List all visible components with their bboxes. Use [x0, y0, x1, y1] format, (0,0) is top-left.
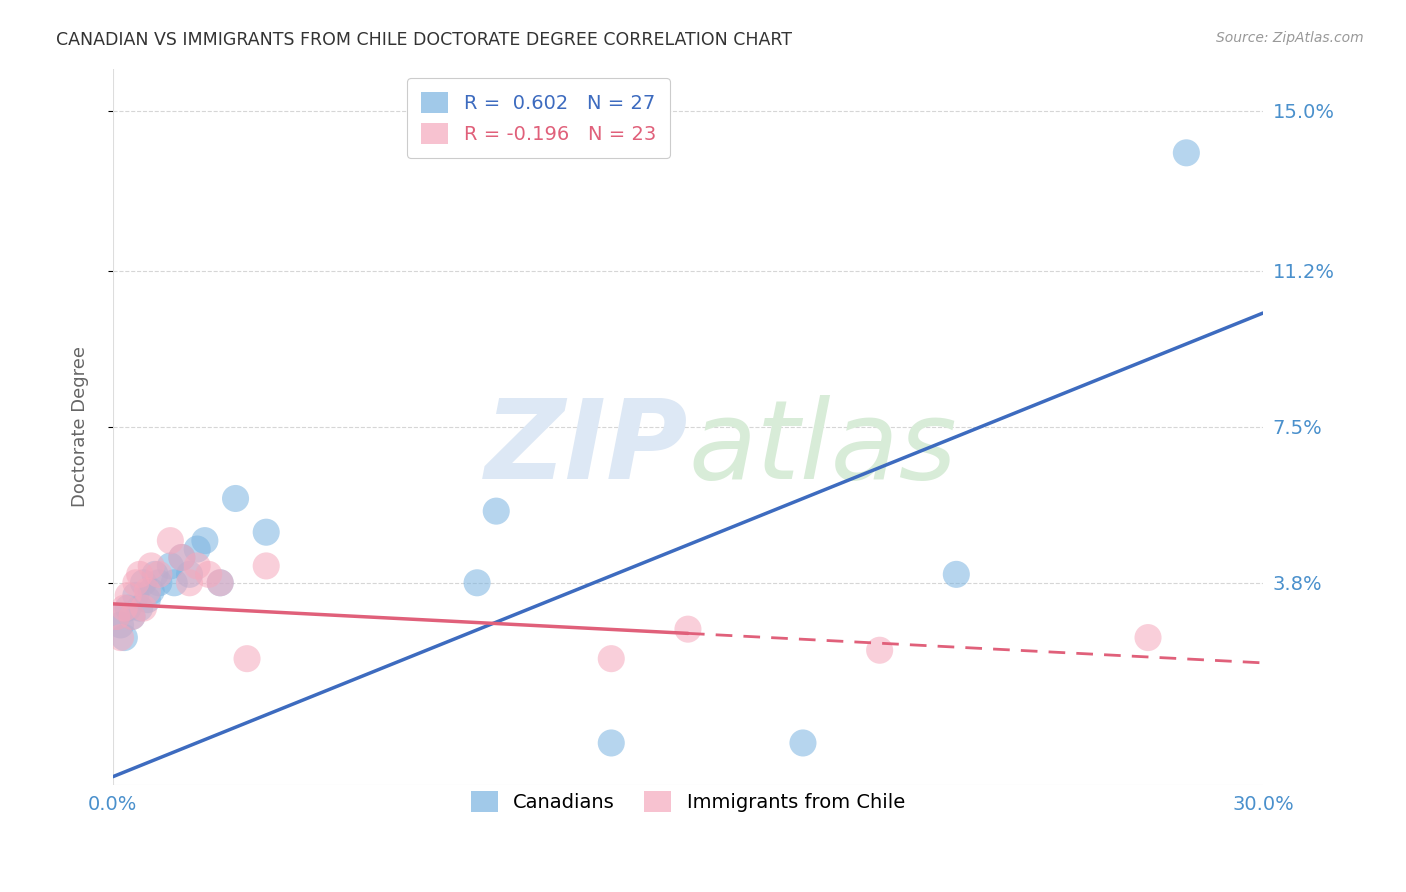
Point	[869, 643, 891, 657]
Point	[112, 631, 135, 645]
Point	[485, 504, 508, 518]
Point	[148, 575, 170, 590]
Point	[141, 584, 163, 599]
Point	[186, 558, 208, 573]
Text: ZIP: ZIP	[485, 395, 688, 502]
Point	[1175, 145, 1198, 160]
Point	[254, 525, 277, 540]
Legend: Canadians, Immigrants from Chile: Canadians, Immigrants from Chile	[457, 777, 920, 826]
Point	[945, 567, 967, 582]
Point	[792, 736, 814, 750]
Point	[136, 584, 159, 599]
Point	[143, 567, 166, 582]
Point	[236, 651, 259, 665]
Point	[209, 575, 232, 590]
Point	[179, 575, 201, 590]
Point	[159, 558, 181, 573]
Point	[117, 589, 139, 603]
Point	[600, 736, 623, 750]
Point	[125, 589, 148, 603]
Point	[128, 567, 150, 582]
Point	[186, 542, 208, 557]
Text: atlas: atlas	[688, 395, 956, 502]
Point	[197, 567, 219, 582]
Point	[1137, 631, 1160, 645]
Point	[136, 592, 159, 607]
Text: Source: ZipAtlas.com: Source: ZipAtlas.com	[1216, 31, 1364, 45]
Y-axis label: Doctorate Degree: Doctorate Degree	[72, 346, 89, 508]
Point	[128, 601, 150, 615]
Point	[117, 601, 139, 615]
Point	[225, 491, 247, 506]
Point	[121, 609, 143, 624]
Point	[121, 609, 143, 624]
Point	[209, 575, 232, 590]
Point	[105, 609, 128, 624]
Point	[170, 550, 193, 565]
Text: CANADIAN VS IMMIGRANTS FROM CHILE DOCTORATE DEGREE CORRELATION CHART: CANADIAN VS IMMIGRANTS FROM CHILE DOCTOR…	[56, 31, 792, 49]
Point	[194, 533, 217, 548]
Point	[159, 533, 181, 548]
Point	[163, 575, 186, 590]
Point	[132, 601, 155, 615]
Point	[110, 631, 132, 645]
Point	[170, 550, 193, 565]
Point	[141, 558, 163, 573]
Point	[254, 558, 277, 573]
Point	[125, 575, 148, 590]
Point	[105, 609, 128, 624]
Point	[112, 601, 135, 615]
Point	[465, 575, 488, 590]
Point	[600, 651, 623, 665]
Point	[148, 567, 170, 582]
Point	[132, 575, 155, 590]
Point	[110, 618, 132, 632]
Point	[676, 622, 699, 636]
Point	[179, 567, 201, 582]
